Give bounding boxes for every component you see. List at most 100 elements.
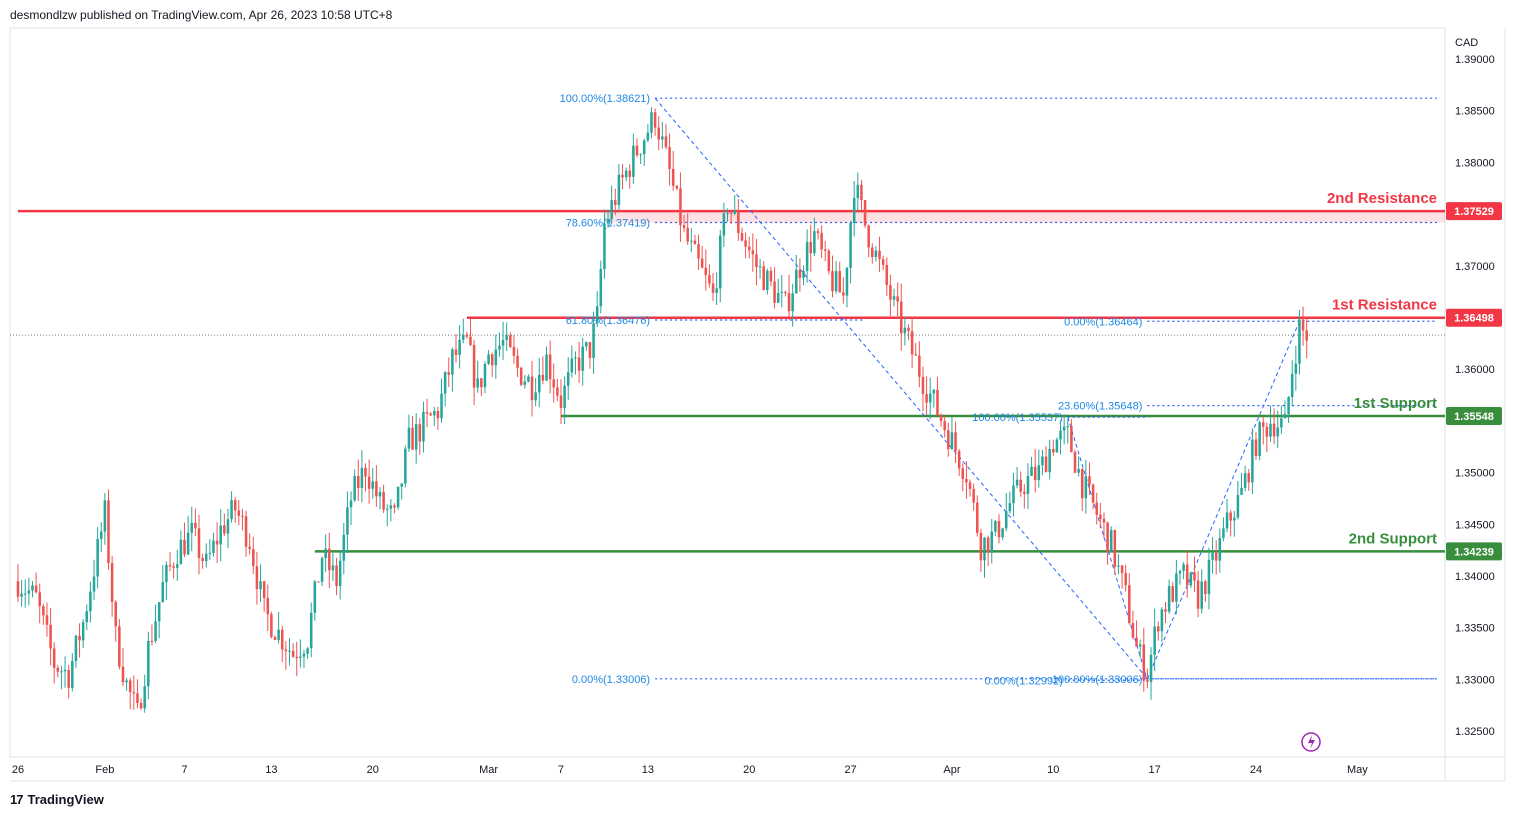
candle-body	[357, 475, 360, 488]
candle-body	[132, 692, 136, 694]
candle-body	[954, 432, 957, 452]
candle-body	[1088, 476, 1091, 485]
candle-body	[259, 581, 262, 590]
y-tick-label: 1.32500	[1455, 726, 1495, 738]
y-tick-label: 1.37000	[1455, 261, 1495, 273]
candle-body	[1008, 503, 1012, 512]
candle-body	[751, 250, 755, 255]
candle-body	[480, 378, 483, 388]
candle-body	[1120, 565, 1124, 573]
candle-body	[241, 515, 244, 517]
candle-body	[791, 293, 794, 312]
candle-body	[950, 432, 954, 449]
candle-body	[1287, 396, 1290, 415]
candle-body	[1272, 423, 1276, 437]
candle-body	[1211, 552, 1214, 560]
candle-body	[871, 247, 874, 257]
candle-body	[802, 270, 805, 278]
candle-body	[353, 475, 356, 501]
candle-body	[407, 427, 411, 449]
candle-body	[918, 355, 921, 377]
candle-body	[1146, 680, 1149, 682]
candle-body	[585, 342, 588, 347]
candle-body	[603, 223, 606, 270]
candle-body	[990, 531, 994, 553]
x-tick-label: 24	[1250, 764, 1262, 776]
candle-body	[809, 241, 813, 254]
candle-body	[331, 565, 335, 571]
candle-body	[161, 582, 165, 603]
candle-body	[375, 481, 378, 497]
candle-body	[1290, 373, 1294, 397]
candle-body	[487, 354, 490, 364]
candle-body	[1001, 528, 1004, 538]
candle-body	[436, 410, 440, 419]
candle-body	[128, 680, 132, 693]
level-labels: 2nd Resistance 1.37529 1st Resistance 1.364…	[1327, 190, 1502, 561]
candle-body	[248, 546, 251, 550]
candle-body	[45, 615, 49, 625]
candle-body	[628, 170, 632, 177]
candle-body	[769, 270, 773, 282]
candle-body	[71, 661, 74, 688]
candle-body	[961, 468, 965, 480]
candle-body	[1185, 564, 1189, 586]
candle-body	[335, 565, 338, 586]
candlesticks	[16, 107, 1308, 713]
candle-body	[1222, 528, 1225, 538]
candle-body	[939, 414, 943, 422]
x-tick-label: 20	[743, 764, 755, 776]
candle-body	[523, 381, 527, 385]
x-tick-label: 13	[265, 764, 277, 776]
candle-body	[302, 653, 306, 657]
candle-body	[60, 671, 63, 673]
candle-body	[787, 293, 791, 312]
candle-body	[67, 669, 70, 688]
tradingview-brand[interactable]: 17 TradingView	[10, 792, 104, 807]
candle-body	[1109, 530, 1113, 553]
candle-body	[1004, 511, 1008, 529]
candle-body	[147, 640, 150, 687]
candle-body	[581, 346, 584, 371]
fib-level-label: 0.00%(1.33006)	[572, 674, 650, 686]
candle-body	[1265, 426, 1269, 437]
candle-body	[831, 271, 834, 292]
candle-body	[472, 344, 476, 388]
tradingview-logo-icon: 17	[10, 792, 24, 807]
candle-body	[233, 500, 237, 511]
candle-body	[1095, 502, 1098, 515]
candle-body	[349, 500, 353, 508]
candle-body	[172, 566, 175, 568]
lightning-icon	[1301, 732, 1321, 752]
candle-body	[610, 200, 613, 220]
price-tag	[1446, 308, 1502, 327]
candle-body	[364, 467, 367, 477]
candle-body	[798, 269, 802, 278]
candle-body	[852, 197, 856, 224]
fib-level-label: 0.00%(1.36464)	[1064, 316, 1142, 328]
candle-body	[1055, 439, 1059, 453]
candle-body	[1164, 609, 1167, 612]
candle-body	[827, 250, 831, 272]
candle-body	[1059, 430, 1062, 440]
candle-body	[679, 188, 682, 226]
candle-body	[78, 635, 81, 641]
candle-body	[994, 521, 997, 532]
candle-body	[418, 424, 422, 442]
x-tick-label: 7	[558, 764, 564, 776]
candle-body	[429, 413, 432, 416]
candle-body	[1178, 570, 1182, 574]
candle-body	[1294, 363, 1298, 374]
candle-body	[328, 548, 331, 571]
candle-body	[509, 335, 512, 347]
x-tick-label: 17	[1149, 764, 1161, 776]
candle-body	[1189, 572, 1193, 586]
candle-body	[291, 650, 295, 657]
candle-body	[957, 451, 961, 469]
candle-body	[795, 269, 798, 294]
candle-body	[986, 537, 990, 553]
chart-frame	[9, 27, 1506, 782]
price-tag	[1446, 202, 1502, 221]
